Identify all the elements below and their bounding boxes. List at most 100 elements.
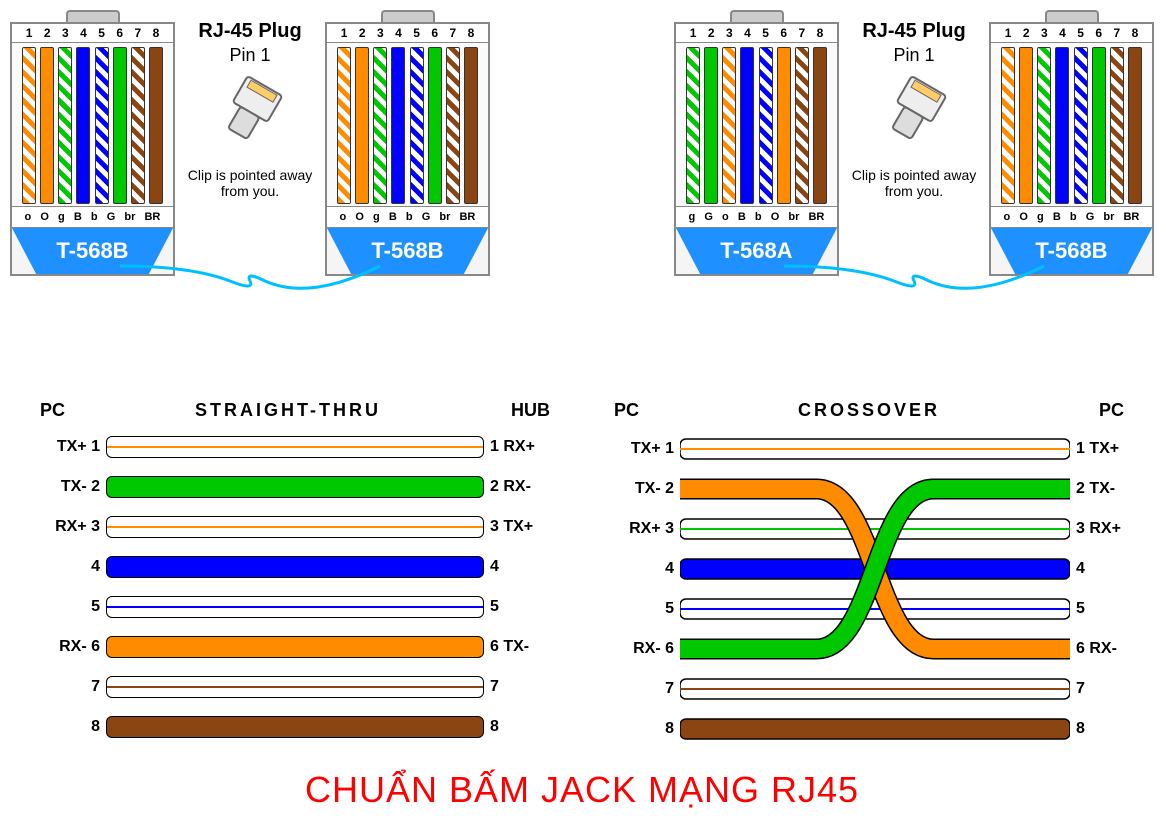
pin-label-right: 7 bbox=[1070, 669, 1146, 709]
wire bbox=[813, 47, 827, 204]
wire-bar bbox=[106, 596, 484, 618]
pin-label-right: 5 bbox=[484, 598, 560, 616]
wire bbox=[22, 47, 36, 204]
pin-label-left: 7 bbox=[30, 678, 106, 696]
plug-tab bbox=[66, 10, 120, 22]
wire bbox=[337, 47, 351, 204]
pin-number: 2 bbox=[359, 26, 366, 40]
pin-number: 3 bbox=[377, 26, 384, 40]
wire-code: br bbox=[439, 211, 450, 223]
wire-code: O bbox=[771, 211, 780, 223]
pin-number: 3 bbox=[62, 26, 69, 40]
wire bbox=[373, 47, 387, 204]
wire-code: g bbox=[373, 211, 380, 223]
wire-code: b bbox=[755, 211, 762, 223]
wire bbox=[40, 47, 54, 204]
pin-number: 4 bbox=[395, 26, 402, 40]
pin-number: 1 bbox=[341, 26, 348, 40]
pin-number: 6 bbox=[116, 26, 123, 40]
diagram-header: PC STRAIGHT-THRU HUB bbox=[30, 400, 560, 421]
pin-number: 4 bbox=[744, 26, 751, 40]
pin-label-left: 5 bbox=[30, 598, 106, 616]
pin-number: 5 bbox=[762, 26, 769, 40]
pin-number: 8 bbox=[1132, 26, 1139, 40]
cable-loop-left bbox=[110, 256, 390, 306]
header-right: HUB bbox=[511, 400, 550, 421]
plug-body: 12345678oOgBbGbrBRT-568B bbox=[10, 22, 175, 276]
plug-body: 12345678oOgBbGbrBRT-568B bbox=[989, 22, 1154, 276]
pin-row: 77 bbox=[30, 669, 560, 705]
wire-code: g bbox=[1037, 211, 1044, 223]
pin-label-right: 3 RX+ bbox=[1070, 509, 1146, 549]
pin-label-right: 5 bbox=[1070, 589, 1146, 629]
pin-number: 5 bbox=[413, 26, 420, 40]
pin-number: 4 bbox=[80, 26, 87, 40]
pin-label-left: 4 bbox=[30, 558, 106, 576]
wire-code: BR bbox=[808, 211, 824, 223]
rj45-plug-icon bbox=[175, 72, 325, 161]
pin-numbers: 12345678 bbox=[327, 24, 488, 43]
straight-rows: TX+ 11 RX+TX- 22 RX-RX+ 33 TX+4455RX- 66… bbox=[30, 429, 560, 745]
wire bbox=[1074, 47, 1088, 204]
wire bbox=[410, 47, 424, 204]
pin-label-right: 2 TX- bbox=[1070, 469, 1146, 509]
codes-row: oOgBbGbrBR bbox=[991, 206, 1152, 228]
pin-row: TX+ 11 RX+ bbox=[30, 429, 560, 465]
pin-label-left: RX- 6 bbox=[604, 629, 680, 669]
info-sub: Pin 1 bbox=[175, 45, 325, 66]
wire-bar bbox=[106, 676, 484, 698]
connector-3: 12345678gGoBbObrBRT-568A bbox=[674, 10, 839, 276]
codes-row: oOgBbGbrBR bbox=[327, 206, 488, 228]
pin-label-right: 4 bbox=[484, 558, 560, 576]
rj45-plug-icon bbox=[839, 72, 989, 161]
wire bbox=[446, 47, 460, 204]
header-center: STRAIGHT-THRU bbox=[195, 400, 381, 421]
pin-number: 8 bbox=[153, 26, 160, 40]
pin-row: 88 bbox=[30, 709, 560, 745]
wire-bar bbox=[106, 556, 484, 578]
pin-label-left: 4 bbox=[604, 549, 680, 589]
wire-code: O bbox=[1019, 211, 1028, 223]
pin-number: 7 bbox=[449, 26, 456, 40]
pin-label-left: TX- 2 bbox=[604, 469, 680, 509]
crossover-svg bbox=[680, 429, 1070, 749]
wire bbox=[76, 47, 90, 204]
wire bbox=[1055, 47, 1069, 204]
pin-label-left: 8 bbox=[30, 718, 106, 736]
pin-number: 7 bbox=[1113, 26, 1120, 40]
wire-code: G bbox=[422, 211, 431, 223]
wire bbox=[1019, 47, 1033, 204]
wire-code: B bbox=[389, 211, 397, 223]
connector-1: 12345678oOgBbGbrBRT-568B bbox=[10, 10, 175, 276]
pin-numbers: 12345678 bbox=[12, 24, 173, 43]
pin-label-right: 7 bbox=[484, 678, 560, 696]
pin-number: 7 bbox=[798, 26, 805, 40]
plug-tab bbox=[730, 10, 784, 22]
header-left: PC bbox=[40, 400, 65, 421]
pin-number: 8 bbox=[817, 26, 824, 40]
pin-number: 6 bbox=[431, 26, 438, 40]
pin-label-left: 5 bbox=[604, 589, 680, 629]
wire bbox=[759, 47, 773, 204]
info-title: RJ-45 Plug bbox=[175, 20, 325, 43]
pin-label-right: 8 bbox=[484, 718, 560, 736]
wire-code: br bbox=[124, 211, 135, 223]
wire bbox=[131, 47, 145, 204]
wire-code: b bbox=[91, 211, 98, 223]
diagram-header: PC CROSSOVER PC bbox=[604, 400, 1134, 421]
plug-body: 12345678gGoBbObrBRT-568A bbox=[674, 22, 839, 276]
pin-label-right: 6 RX- bbox=[1070, 629, 1146, 669]
crossover-area bbox=[680, 429, 1070, 749]
pin-label-right: 1 TX+ bbox=[1070, 429, 1146, 469]
wire bbox=[95, 47, 109, 204]
pin-number: 1 bbox=[26, 26, 33, 40]
wire bbox=[113, 47, 127, 204]
connector-2: 12345678oOgBbGbrBRT-568B bbox=[325, 10, 490, 276]
pin-row: 44 bbox=[30, 549, 560, 585]
pin-number: 2 bbox=[708, 26, 715, 40]
pin-label-left: TX+ 1 bbox=[30, 438, 106, 456]
wire-code: G bbox=[704, 211, 713, 223]
wire-code: o bbox=[722, 211, 729, 223]
plug-body: 12345678oOgBbGbrBRT-568B bbox=[325, 22, 490, 276]
pin-label-left: TX- 2 bbox=[30, 478, 106, 496]
